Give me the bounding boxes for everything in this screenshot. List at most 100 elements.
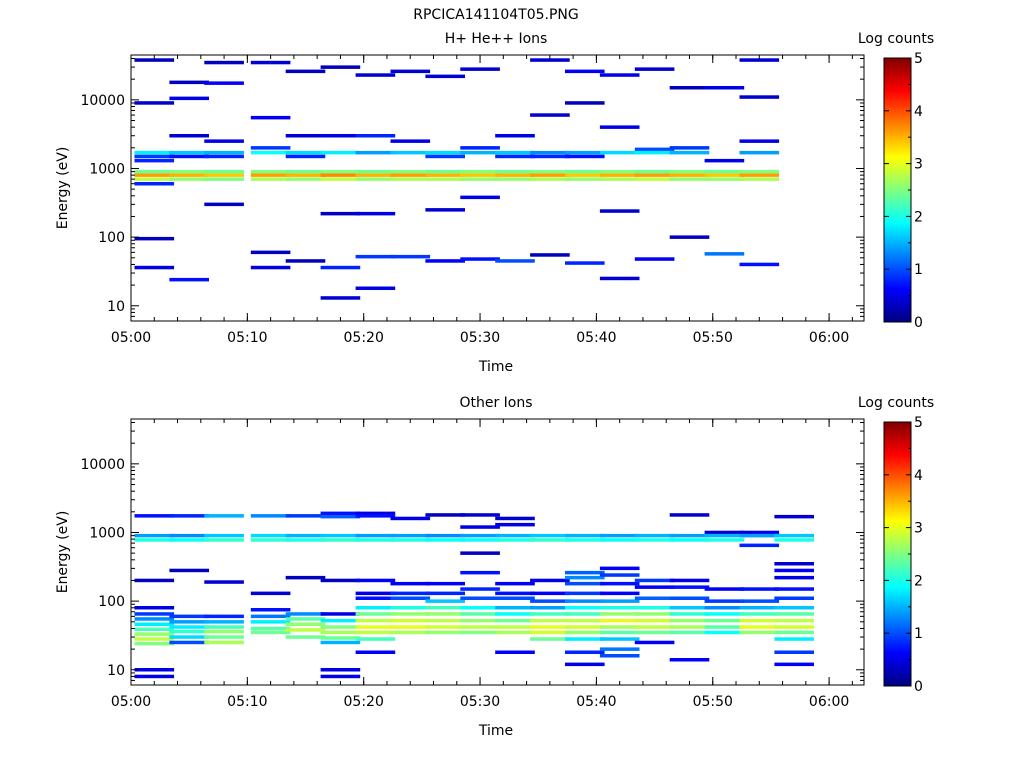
heatmap-cell [704, 177, 745, 181]
heatmap-cell [460, 67, 500, 71]
panel-other-ions: Other Ions 05:00 05:10 05:20 05:30 05:40 05:5… [55, 395, 934, 739]
colorbar-tick-label: 4 [914, 468, 923, 484]
heatmap-cell [169, 134, 209, 138]
heatmap-cell [669, 235, 710, 239]
heatmap-cell [169, 173, 209, 177]
heatmap-cell [739, 618, 780, 623]
heatmap-cell [320, 150, 361, 155]
heatmap-cell [704, 606, 745, 610]
heatmap-cell [669, 177, 710, 181]
panel-other-ions-y-axis: 10 100 1000 10000 [80, 422, 864, 686]
heatmap-cell [565, 606, 605, 610]
heatmap-cell [774, 514, 814, 519]
heatmap-cell [530, 58, 570, 62]
colorbar-tick-label: 2 [914, 573, 923, 589]
heatmap-cell [634, 177, 675, 181]
heatmap-cell [390, 516, 431, 521]
heatmap-cell [204, 154, 244, 159]
heatmap-cell [634, 257, 675, 261]
heatmap-cell [599, 591, 640, 596]
heatmap-cell [285, 134, 326, 138]
heatmap-cell [599, 276, 640, 281]
panel-other-ions-heatmap [134, 511, 814, 679]
panel-h-he-ions-heatmap [134, 58, 780, 300]
heatmap-cell [599, 209, 640, 213]
heatmap-cell [285, 635, 326, 639]
heatmap-cell [134, 632, 175, 636]
heatmap-cell [495, 154, 535, 159]
heatmap-cell [425, 538, 465, 542]
heatmap-cell [134, 158, 175, 163]
heatmap-cell [320, 211, 361, 216]
heatmap-cell [530, 578, 570, 583]
heatmap-cell [169, 568, 209, 573]
heatmap-cell [599, 618, 640, 623]
heatmap-cell [599, 538, 640, 542]
heatmap-cell [169, 80, 209, 85]
panel-h-he-ions-colorbar-label: Log counts [858, 31, 934, 47]
heatmap-cell [285, 150, 326, 155]
heatmap-cell [355, 650, 396, 654]
y-tick-label: 100 [98, 230, 125, 246]
heatmap-cell [390, 618, 431, 623]
heatmap-cell [739, 177, 780, 181]
heatmap-cell [204, 635, 244, 639]
heatmap-cell [530, 150, 570, 155]
heatmap-cell [320, 538, 361, 542]
heatmap-cell [390, 139, 431, 143]
heatmap-cell [739, 95, 780, 99]
panel-h-he-ions: H+ He++ Ions 05:00 05:10 05:20 05:30 05:40 05… [55, 31, 934, 375]
heatmap-cell [355, 637, 396, 641]
heatmap-cell [390, 630, 431, 635]
heatmap-cell [134, 182, 175, 186]
heatmap-cell [599, 573, 640, 577]
heatmap-cell [565, 637, 605, 641]
heatmap-cell [460, 587, 500, 591]
heatmap-cell [774, 587, 814, 591]
x-tick-label: 06:00 [809, 330, 849, 346]
heatmap-cell [739, 58, 780, 62]
heatmap-cell [169, 533, 209, 538]
heatmap-cell [285, 177, 326, 181]
heatmap-cell [495, 606, 535, 610]
heatmap-cell [739, 543, 780, 548]
heatmap-cell [739, 630, 780, 635]
heatmap-cell [599, 647, 640, 651]
heatmap-cell [565, 169, 605, 174]
heatmap-cell [704, 612, 745, 616]
heatmap-cell [530, 606, 570, 610]
heatmap-cell [169, 514, 209, 518]
heatmap-cell [634, 606, 675, 610]
heatmap-cell [634, 533, 675, 538]
heatmap-cell [320, 511, 361, 516]
heatmap-cell [204, 81, 244, 85]
heatmap-cell [390, 169, 431, 174]
heatmap-cell [739, 606, 780, 610]
heatmap-cell [169, 277, 209, 282]
heatmap-cell [355, 254, 396, 259]
heatmap-cell [425, 154, 465, 159]
y-tick-label: 1000 [89, 525, 125, 541]
heatmap-cell [634, 67, 675, 71]
heatmap-cell [390, 173, 431, 177]
heatmap-cell [669, 606, 710, 610]
heatmap-cell [669, 625, 710, 629]
heatmap-cell [495, 538, 535, 542]
heatmap-cell [565, 618, 605, 623]
heatmap-cell [530, 113, 570, 117]
heatmap-cell [250, 630, 291, 635]
heatmap-cell [460, 513, 500, 517]
colorbar-tick-label: 0 [914, 315, 923, 331]
heatmap-cell [460, 146, 500, 150]
heatmap-cell [285, 612, 326, 616]
heatmap-cell [704, 599, 745, 603]
panel-h-he-ions-colorbar: Log counts 0 1 2 3 4 5 [858, 31, 934, 331]
heatmap-cell [774, 533, 814, 538]
heatmap-cell [134, 617, 175, 621]
heatmap-cell [134, 514, 175, 518]
heatmap-cell [774, 562, 814, 566]
heatmap-cell [495, 612, 535, 616]
heatmap-cell [285, 628, 326, 632]
heatmap-cell [599, 169, 640, 174]
heatmap-cell [250, 177, 291, 181]
